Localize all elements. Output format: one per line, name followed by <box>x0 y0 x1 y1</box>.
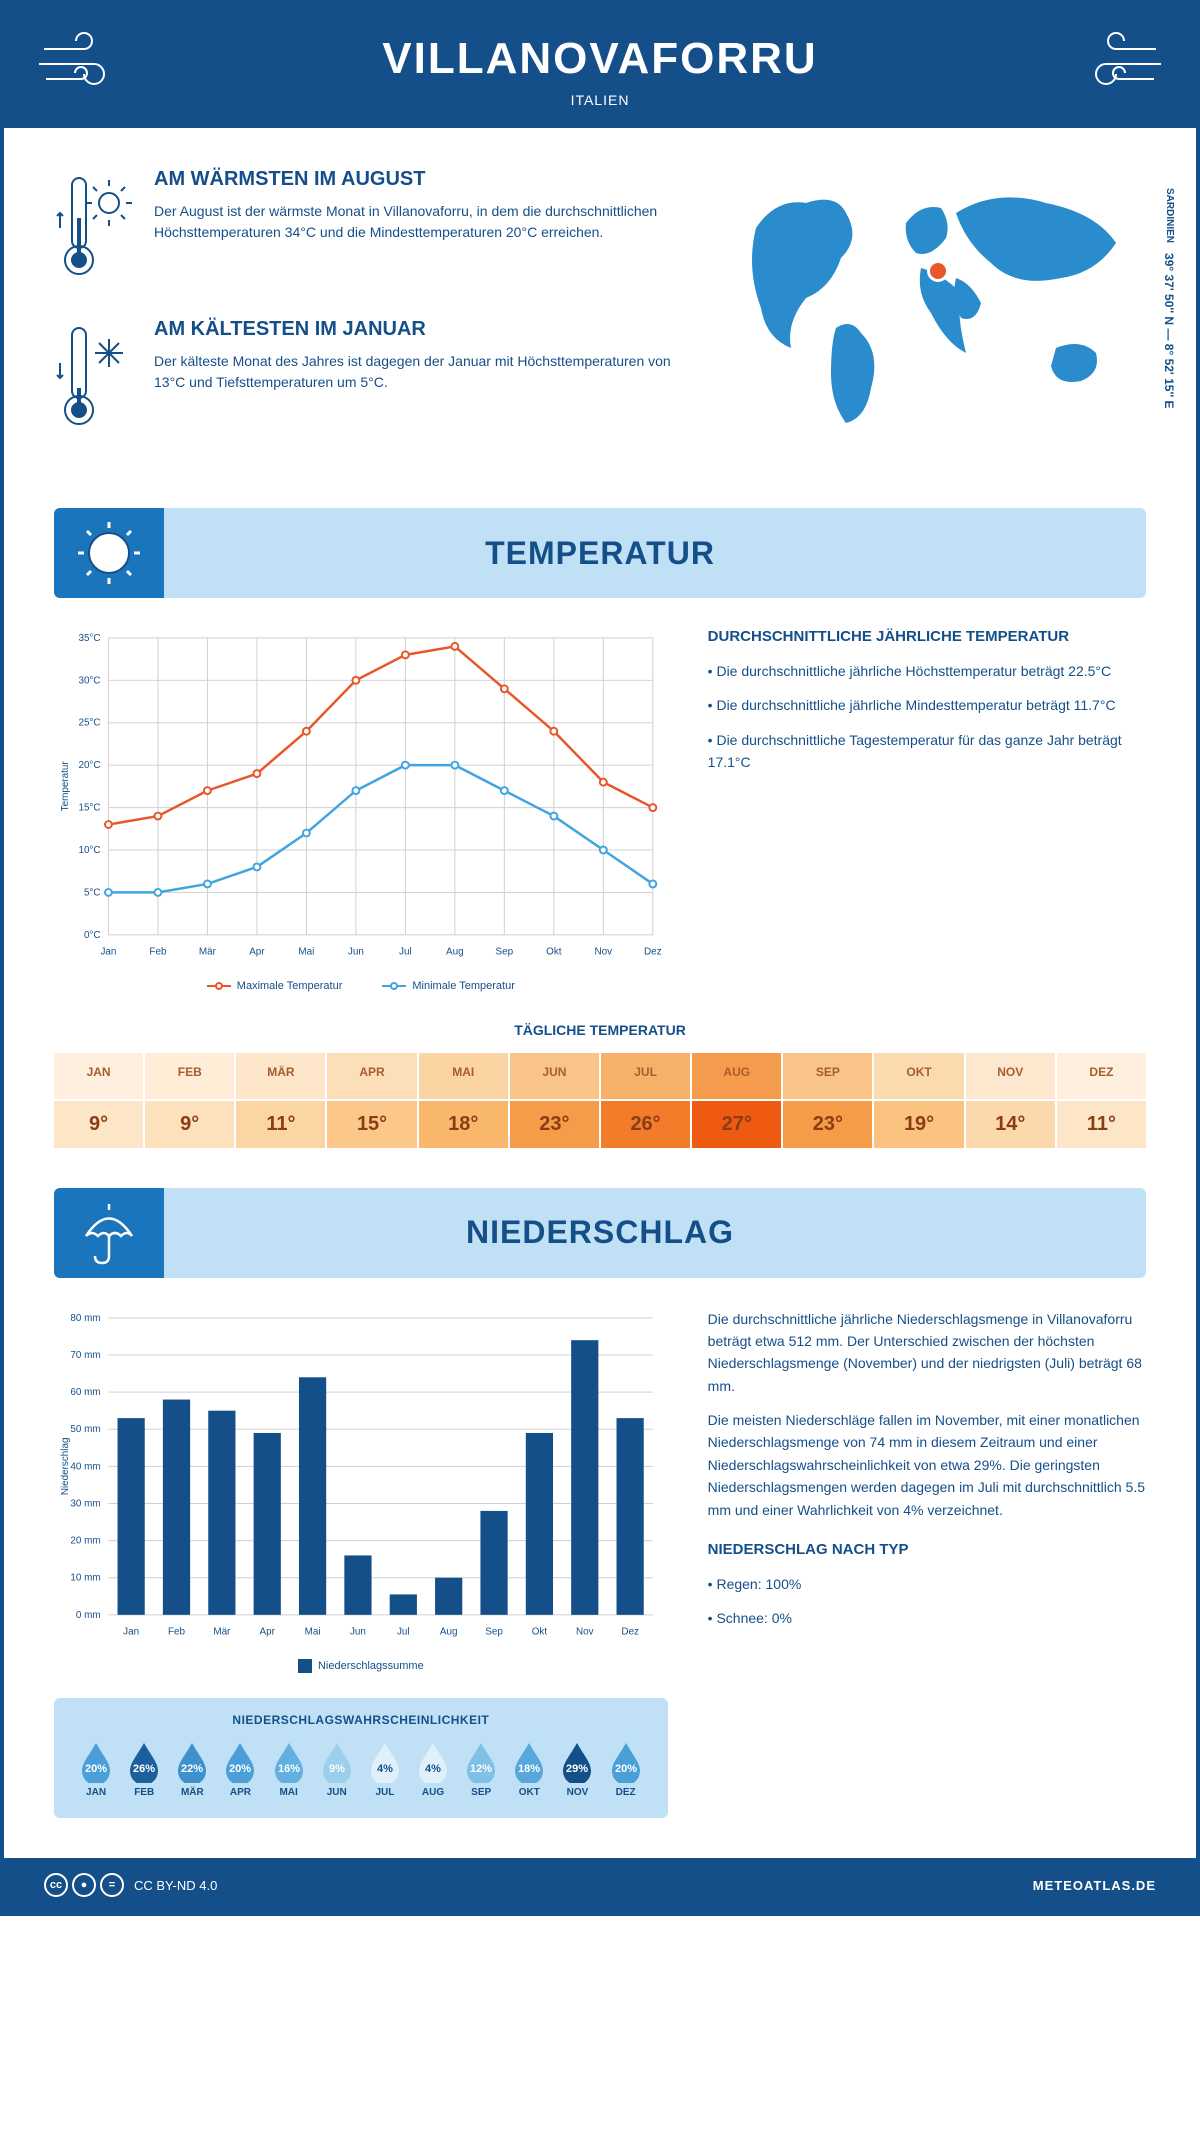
svg-text:30°C: 30°C <box>78 675 100 686</box>
svg-text:Jan: Jan <box>100 947 116 958</box>
svg-text:Jan: Jan <box>123 1626 139 1637</box>
svg-text:Jul: Jul <box>399 947 412 958</box>
svg-text:Jul: Jul <box>397 1626 410 1637</box>
temperature-chart: 0°C 5°C 10°C 15°C 20°C 25°C 30°C 35°C Jan Feb Mär A… <box>54 628 668 992</box>
temp-section-header: TEMPERATUR <box>54 508 1146 598</box>
svg-text:10°C: 10°C <box>78 845 100 856</box>
svg-text:Nov: Nov <box>576 1626 594 1637</box>
svg-text:29%: 29% <box>566 1763 588 1775</box>
coldest-block: AM KÄLTESTEN IM JANUAR Der kälteste Mona… <box>54 318 686 438</box>
thermometer-hot-icon <box>54 168 134 288</box>
svg-text:Dez: Dez <box>621 1626 639 1637</box>
svg-text:20%: 20% <box>615 1763 637 1775</box>
svg-text:70 mm: 70 mm <box>70 1349 100 1360</box>
svg-text:9%: 9% <box>329 1763 345 1775</box>
svg-text:60 mm: 60 mm <box>70 1387 100 1398</box>
svg-text:15°C: 15°C <box>78 803 100 814</box>
precip-info: Die durchschnittliche jährliche Niedersc… <box>708 1308 1146 1819</box>
probability-box: NIEDERSCHLAGSWAHRSCHEINLICHKEIT 20%JAN26… <box>54 1698 668 1818</box>
svg-text:Mai: Mai <box>298 947 314 958</box>
svg-text:22%: 22% <box>181 1763 203 1775</box>
svg-text:Sep: Sep <box>496 947 514 958</box>
svg-text:35°C: 35°C <box>78 633 100 644</box>
thermometer-cold-icon <box>54 318 134 438</box>
precipitation-chart: 0 mm 10 mm 20 mm 30 mm 40 mm 50 mm 60 mm 70 mm 8… <box>54 1308 668 1819</box>
svg-text:4%: 4% <box>425 1763 441 1775</box>
svg-text:10 mm: 10 mm <box>70 1572 100 1583</box>
page-title: VILLANOVAFORRU <box>24 34 1176 84</box>
header: VILLANOVAFORRU ITALIEN <box>4 4 1196 128</box>
umbrella-icon <box>74 1198 144 1268</box>
svg-text:0°C: 0°C <box>84 930 101 941</box>
svg-text:Feb: Feb <box>149 947 167 958</box>
svg-text:Temperatur: Temperatur <box>60 761 71 812</box>
svg-text:Sep: Sep <box>485 1626 503 1637</box>
svg-text:Okt: Okt <box>532 1626 548 1637</box>
svg-text:26%: 26% <box>133 1763 155 1775</box>
coldest-text: Der kälteste Monat des Jahres ist dagege… <box>154 351 686 393</box>
wind-icon-left <box>34 24 134 104</box>
warmest-text: Der August ist der wärmste Monat in Vill… <box>154 201 686 243</box>
wind-icon-right <box>1066 24 1166 104</box>
svg-text:Dez: Dez <box>644 947 662 958</box>
svg-text:Niederschlag: Niederschlag <box>60 1437 71 1495</box>
footer: cc●= CC BY-ND 4.0 METEOATLAS.DE <box>4 1858 1196 1912</box>
svg-text:Aug: Aug <box>446 947 464 958</box>
svg-text:0 mm: 0 mm <box>76 1609 101 1620</box>
svg-text:Mär: Mär <box>199 947 217 958</box>
sun-icon <box>74 518 144 588</box>
svg-text:4%: 4% <box>377 1763 393 1775</box>
svg-text:20%: 20% <box>85 1763 107 1775</box>
daily-title: TÄGLICHE TEMPERATUR <box>54 1022 1146 1038</box>
svg-text:18%: 18% <box>518 1763 540 1775</box>
svg-text:20 mm: 20 mm <box>70 1535 100 1546</box>
svg-text:40 mm: 40 mm <box>70 1461 100 1472</box>
warmest-block: AM WÄRMSTEN IM AUGUST Der August ist der… <box>54 168 686 288</box>
svg-text:Apr: Apr <box>249 947 265 958</box>
world-map: SARDINIEN 39° 37' 50'' N — 8° 52' 15'' E <box>726 168 1146 468</box>
svg-text:5°C: 5°C <box>84 887 101 898</box>
daily-temp-grid: JANFEBMÄRAPRMAIJUNJULAUGSEPOKTNOVDEZ9°9°… <box>54 1053 1146 1148</box>
svg-text:Aug: Aug <box>440 1626 458 1637</box>
svg-text:20%: 20% <box>229 1763 251 1775</box>
license-text: CC BY-ND 4.0 <box>134 1878 217 1893</box>
svg-text:Okt: Okt <box>546 947 562 958</box>
coldest-title: AM KÄLTESTEN IM JANUAR <box>154 318 686 341</box>
svg-text:16%: 16% <box>278 1763 300 1775</box>
svg-text:Apr: Apr <box>260 1626 276 1637</box>
svg-text:Mär: Mär <box>213 1626 231 1637</box>
svg-text:Mai: Mai <box>305 1626 321 1637</box>
cc-icons: cc●= <box>44 1873 124 1897</box>
coordinates: SARDINIEN 39° 37' 50'' N — 8° 52' 15'' E <box>1162 188 1176 409</box>
precip-section-header: NIEDERSCHLAG <box>54 1188 1146 1278</box>
country-label: ITALIEN <box>24 92 1176 108</box>
svg-text:Jun: Jun <box>348 947 364 958</box>
svg-text:20°C: 20°C <box>78 760 100 771</box>
svg-text:50 mm: 50 mm <box>70 1424 100 1435</box>
svg-text:Nov: Nov <box>595 947 613 958</box>
svg-text:Feb: Feb <box>168 1626 186 1637</box>
svg-text:30 mm: 30 mm <box>70 1498 100 1509</box>
svg-text:80 mm: 80 mm <box>70 1312 100 1323</box>
svg-text:Jun: Jun <box>350 1626 366 1637</box>
warmest-title: AM WÄRMSTEN IM AUGUST <box>154 168 686 191</box>
temp-info: DURCHSCHNITTLICHE JÄHRLICHE TEMPERATUR •… <box>708 628 1146 992</box>
svg-text:12%: 12% <box>470 1763 492 1775</box>
site-name: METEOATLAS.DE <box>1033 1878 1156 1893</box>
svg-text:25°C: 25°C <box>78 718 100 729</box>
